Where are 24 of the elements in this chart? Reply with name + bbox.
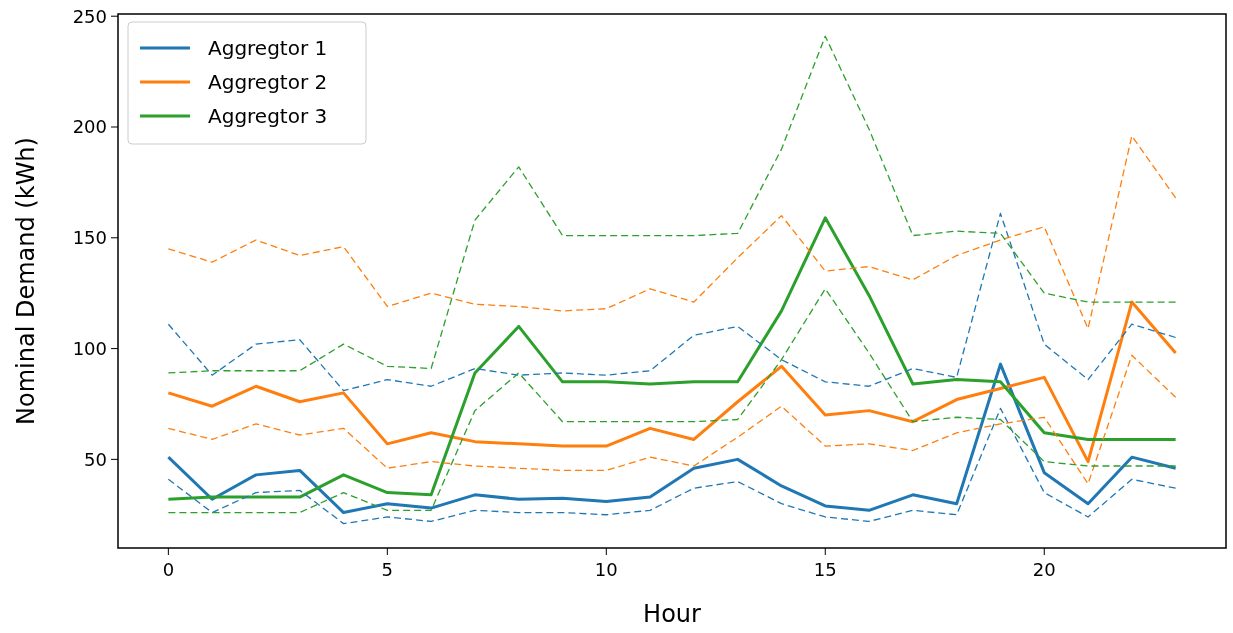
y-tick-label: 100 [72, 337, 107, 359]
line-series [167, 35, 1177, 374]
line-series [167, 354, 1177, 485]
line-series [166, 362, 1178, 515]
line-series [167, 407, 1177, 525]
x-tick-label: 0 [162, 559, 175, 580]
x-tick-label: 20 [1032, 559, 1056, 580]
legend-label: Aggregtor 2 [208, 70, 328, 94]
y-tick-label: 150 [72, 227, 107, 249]
y-tick-label: 250 [72, 5, 107, 27]
legend-label: Aggregtor 3 [208, 104, 328, 128]
line-series [166, 300, 1178, 464]
y-tick-label: 50 [84, 448, 107, 470]
y-axis-title: Nominal Demand (kWh) [12, 137, 40, 425]
legend-label: Aggregtor 1 [208, 36, 328, 60]
line-series [167, 288, 1177, 514]
line-series [167, 135, 1177, 330]
y-tick-label: 200 [72, 116, 107, 138]
x-tick-label: 10 [594, 559, 618, 580]
line-series [167, 212, 1177, 392]
x-tick-label: 5 [381, 559, 394, 580]
x-tick-label: 15 [813, 559, 837, 580]
x-axis-title: Hour [643, 600, 702, 628]
line-series [166, 216, 1178, 501]
